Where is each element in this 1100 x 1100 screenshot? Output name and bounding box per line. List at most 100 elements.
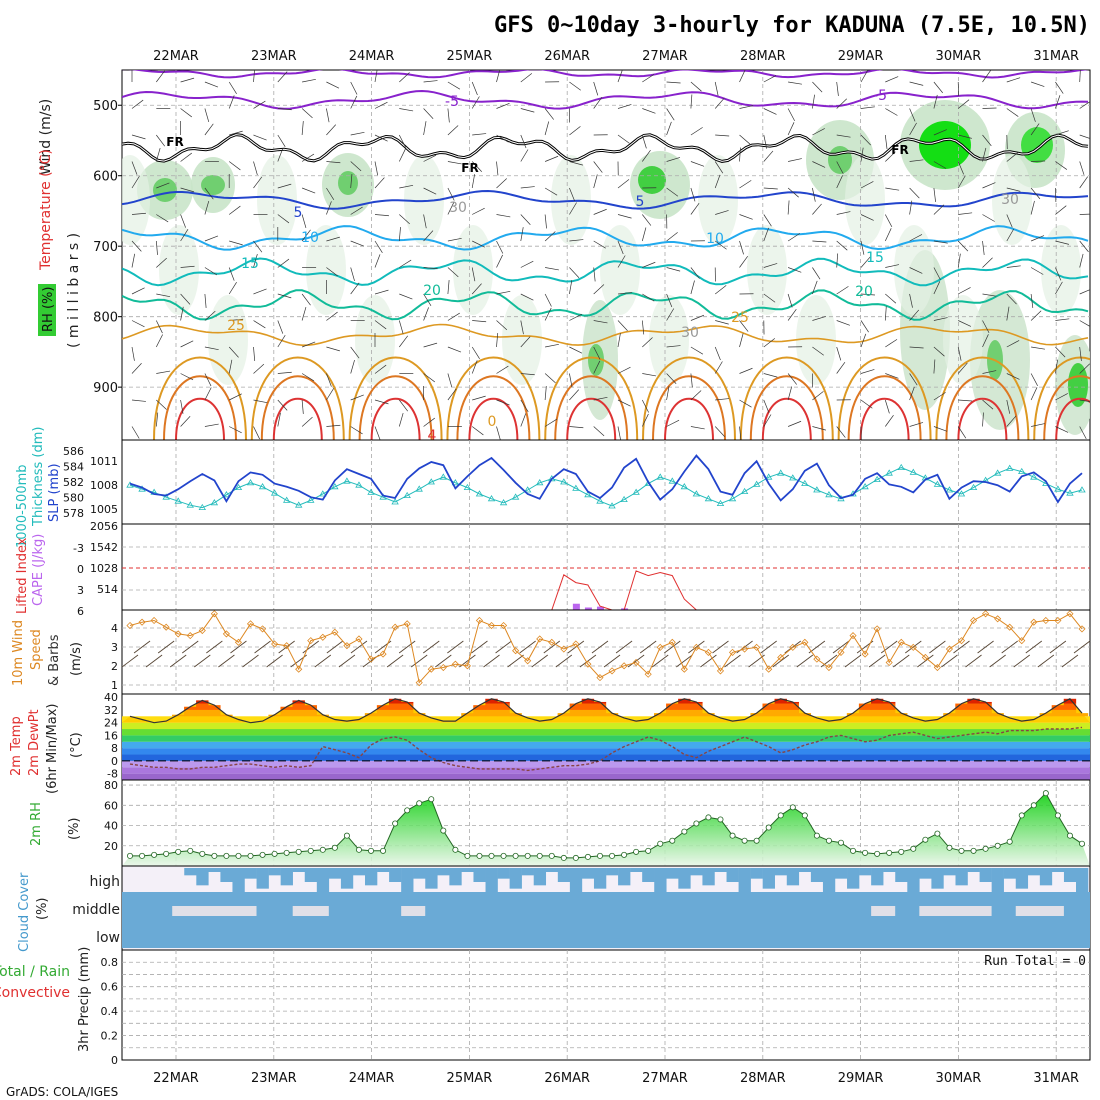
cloud-high-cell <box>991 868 1004 892</box>
wind-barb <box>374 320 387 330</box>
wind-barb <box>982 182 996 189</box>
rh-shade-blob <box>1068 363 1088 407</box>
wind-barb-10m <box>664 640 681 654</box>
temp-hump-band <box>690 709 703 717</box>
wind-barb <box>860 181 874 189</box>
wind-barb <box>690 81 702 92</box>
wind-barb <box>326 373 332 387</box>
wind-barb <box>642 373 657 377</box>
wind-speed-point <box>837 648 845 656</box>
wind-barb <box>326 267 338 277</box>
thickness-point <box>319 490 327 497</box>
rh-point <box>982 845 989 852</box>
wind-barb <box>763 399 770 414</box>
thickness-point <box>355 481 363 488</box>
wind-barb <box>885 339 898 348</box>
wind-barb <box>1055 240 1070 245</box>
cloud-gap-cell <box>1015 906 1064 916</box>
wind-tick: 2 <box>111 660 118 673</box>
rh-shade-blob <box>1041 225 1081 315</box>
cloud-high-cell <box>786 868 800 886</box>
contour-label: 15 <box>241 256 259 272</box>
rh-point <box>934 830 941 837</box>
thickness-point <box>487 495 496 502</box>
wind-barb <box>715 320 729 325</box>
wind-barb <box>860 214 874 221</box>
precip-panel-frame <box>121 949 1091 1061</box>
cloud-level-high: high <box>89 874 120 890</box>
wind-barb <box>180 306 184 321</box>
wind-barb <box>447 312 460 321</box>
wind-barb <box>131 99 144 109</box>
rh-point <box>862 849 869 856</box>
wind-barb <box>812 240 827 243</box>
wind-barb <box>204 293 207 308</box>
temp-hump-band <box>1075 713 1089 717</box>
wind-barb <box>836 175 843 189</box>
rh-shade-blob <box>201 175 225 195</box>
contour-label: 0 <box>488 414 497 430</box>
thickness-point <box>933 480 942 487</box>
wind-barb <box>933 187 936 202</box>
wind-barb <box>569 426 584 429</box>
temp2m-ylabel-d: (°C) <box>69 732 84 758</box>
warm-contour <box>163 375 237 440</box>
wind-barb <box>131 287 145 295</box>
thickness-point <box>403 491 411 498</box>
wind-barb <box>496 254 503 268</box>
wind-barb <box>1006 399 1011 414</box>
temp-hump-band <box>774 703 787 710</box>
wind-barb <box>958 320 972 327</box>
wind-barb <box>301 306 307 321</box>
cloud-high-cell <box>545 868 559 872</box>
wind-speed-point <box>126 621 134 630</box>
warm-contour <box>153 356 247 440</box>
cloud-high-cell <box>1027 868 1041 876</box>
wind-barb <box>1030 310 1042 321</box>
wind-barb <box>763 108 777 115</box>
wind-barb <box>301 373 315 382</box>
wind-barb <box>714 346 721 361</box>
thickness-point <box>427 478 435 485</box>
cloud-high-cell <box>449 868 462 886</box>
cloud-high-cell <box>967 868 980 872</box>
thickness-point <box>656 473 664 480</box>
thickness-point <box>1005 464 1014 471</box>
wind-barb-10m <box>495 640 512 654</box>
wind-barb-10m <box>868 654 886 668</box>
credit-label: GrADS: COLA/IGES <box>6 1085 118 1099</box>
temp-hump-band <box>774 698 787 704</box>
slp-tick: 1005 <box>90 503 118 516</box>
wind-barb <box>1030 108 1036 122</box>
wind-barb <box>277 320 284 334</box>
wind-barb <box>496 102 510 109</box>
wind-barb <box>253 346 256 361</box>
precip-tick: 0.6 <box>101 981 119 994</box>
wind-speed-point <box>500 621 508 630</box>
millibar-ylabel: ( m i l l i b a r s ) <box>66 233 82 348</box>
wind-barb <box>1006 228 1015 242</box>
cloud-high-cell <box>377 868 390 872</box>
rh-point <box>1079 840 1086 847</box>
cloud-high-cell <box>943 868 956 876</box>
wind-barb <box>909 122 917 136</box>
cloud-high-cell <box>774 868 788 876</box>
wind-barb-10m <box>157 640 175 654</box>
wind-barb <box>447 125 459 136</box>
wind-barb <box>155 240 158 255</box>
wind-barb <box>836 81 839 96</box>
temp-hump-band <box>666 703 679 710</box>
wind-barb <box>714 361 723 374</box>
rh-point <box>416 800 423 807</box>
wind-barb <box>860 333 867 348</box>
wind-barb <box>884 399 890 414</box>
temp-color-band <box>122 748 1090 755</box>
wind-barb <box>180 77 195 83</box>
wind-barb <box>666 267 681 272</box>
wind-barb <box>326 236 340 242</box>
wind-barb <box>228 205 241 215</box>
temp-tick: 16 <box>104 729 118 742</box>
wind-barb <box>763 150 774 162</box>
cloud-high-cell <box>1039 868 1053 886</box>
rh-point <box>850 847 857 854</box>
